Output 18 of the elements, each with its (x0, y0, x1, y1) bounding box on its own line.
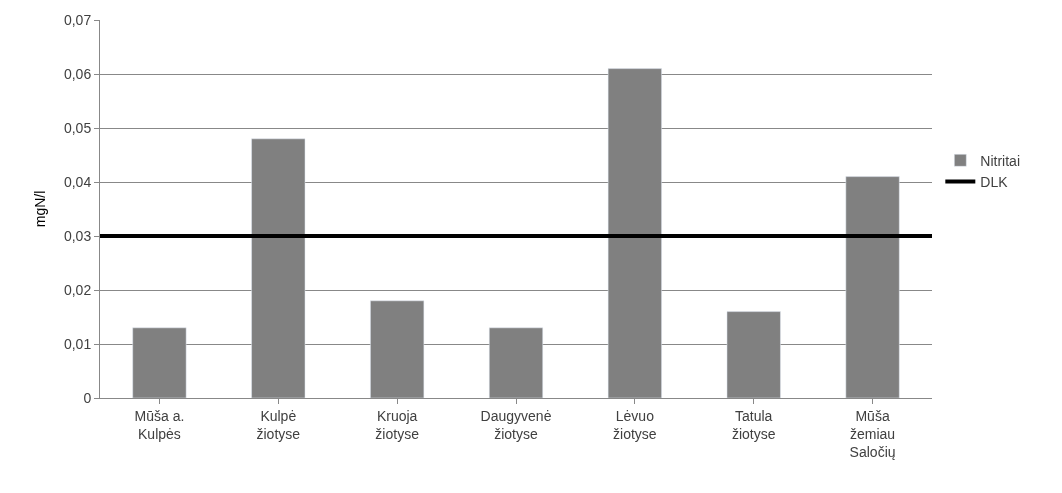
x-tick-label: Mūša a. Kulpės (134, 407, 185, 442)
x-tick-label: Kruoja žiotyse (375, 407, 420, 442)
x-tick-label: Tatula žiotyse (731, 407, 776, 442)
y-tick-label: 0,02 (63, 281, 92, 298)
y-tick-label: 0,04 (63, 173, 92, 190)
legend-label: DLK (980, 173, 1009, 190)
y-tick-label: 0,03 (63, 227, 92, 244)
x-tick-label: Kulpė žiotyse (256, 407, 301, 442)
y-tick-label: 0,06 (63, 65, 92, 82)
x-tick-label: Daugyvenė žiotyse (480, 407, 552, 442)
y-tick-label: 0,05 (63, 119, 92, 136)
y-tick-label: 0,07 (63, 11, 92, 28)
legend-label: Nitritai (980, 152, 1020, 169)
x-tick-label: Lėvuo žiotyse (613, 407, 657, 442)
y-tick-label: 0,01 (63, 335, 92, 352)
x-tick-label: Mūša žemiau Saločių (849, 407, 896, 461)
y-tick-label: 0 (83, 389, 92, 406)
y-axis-title: mgN/l (31, 190, 48, 228)
